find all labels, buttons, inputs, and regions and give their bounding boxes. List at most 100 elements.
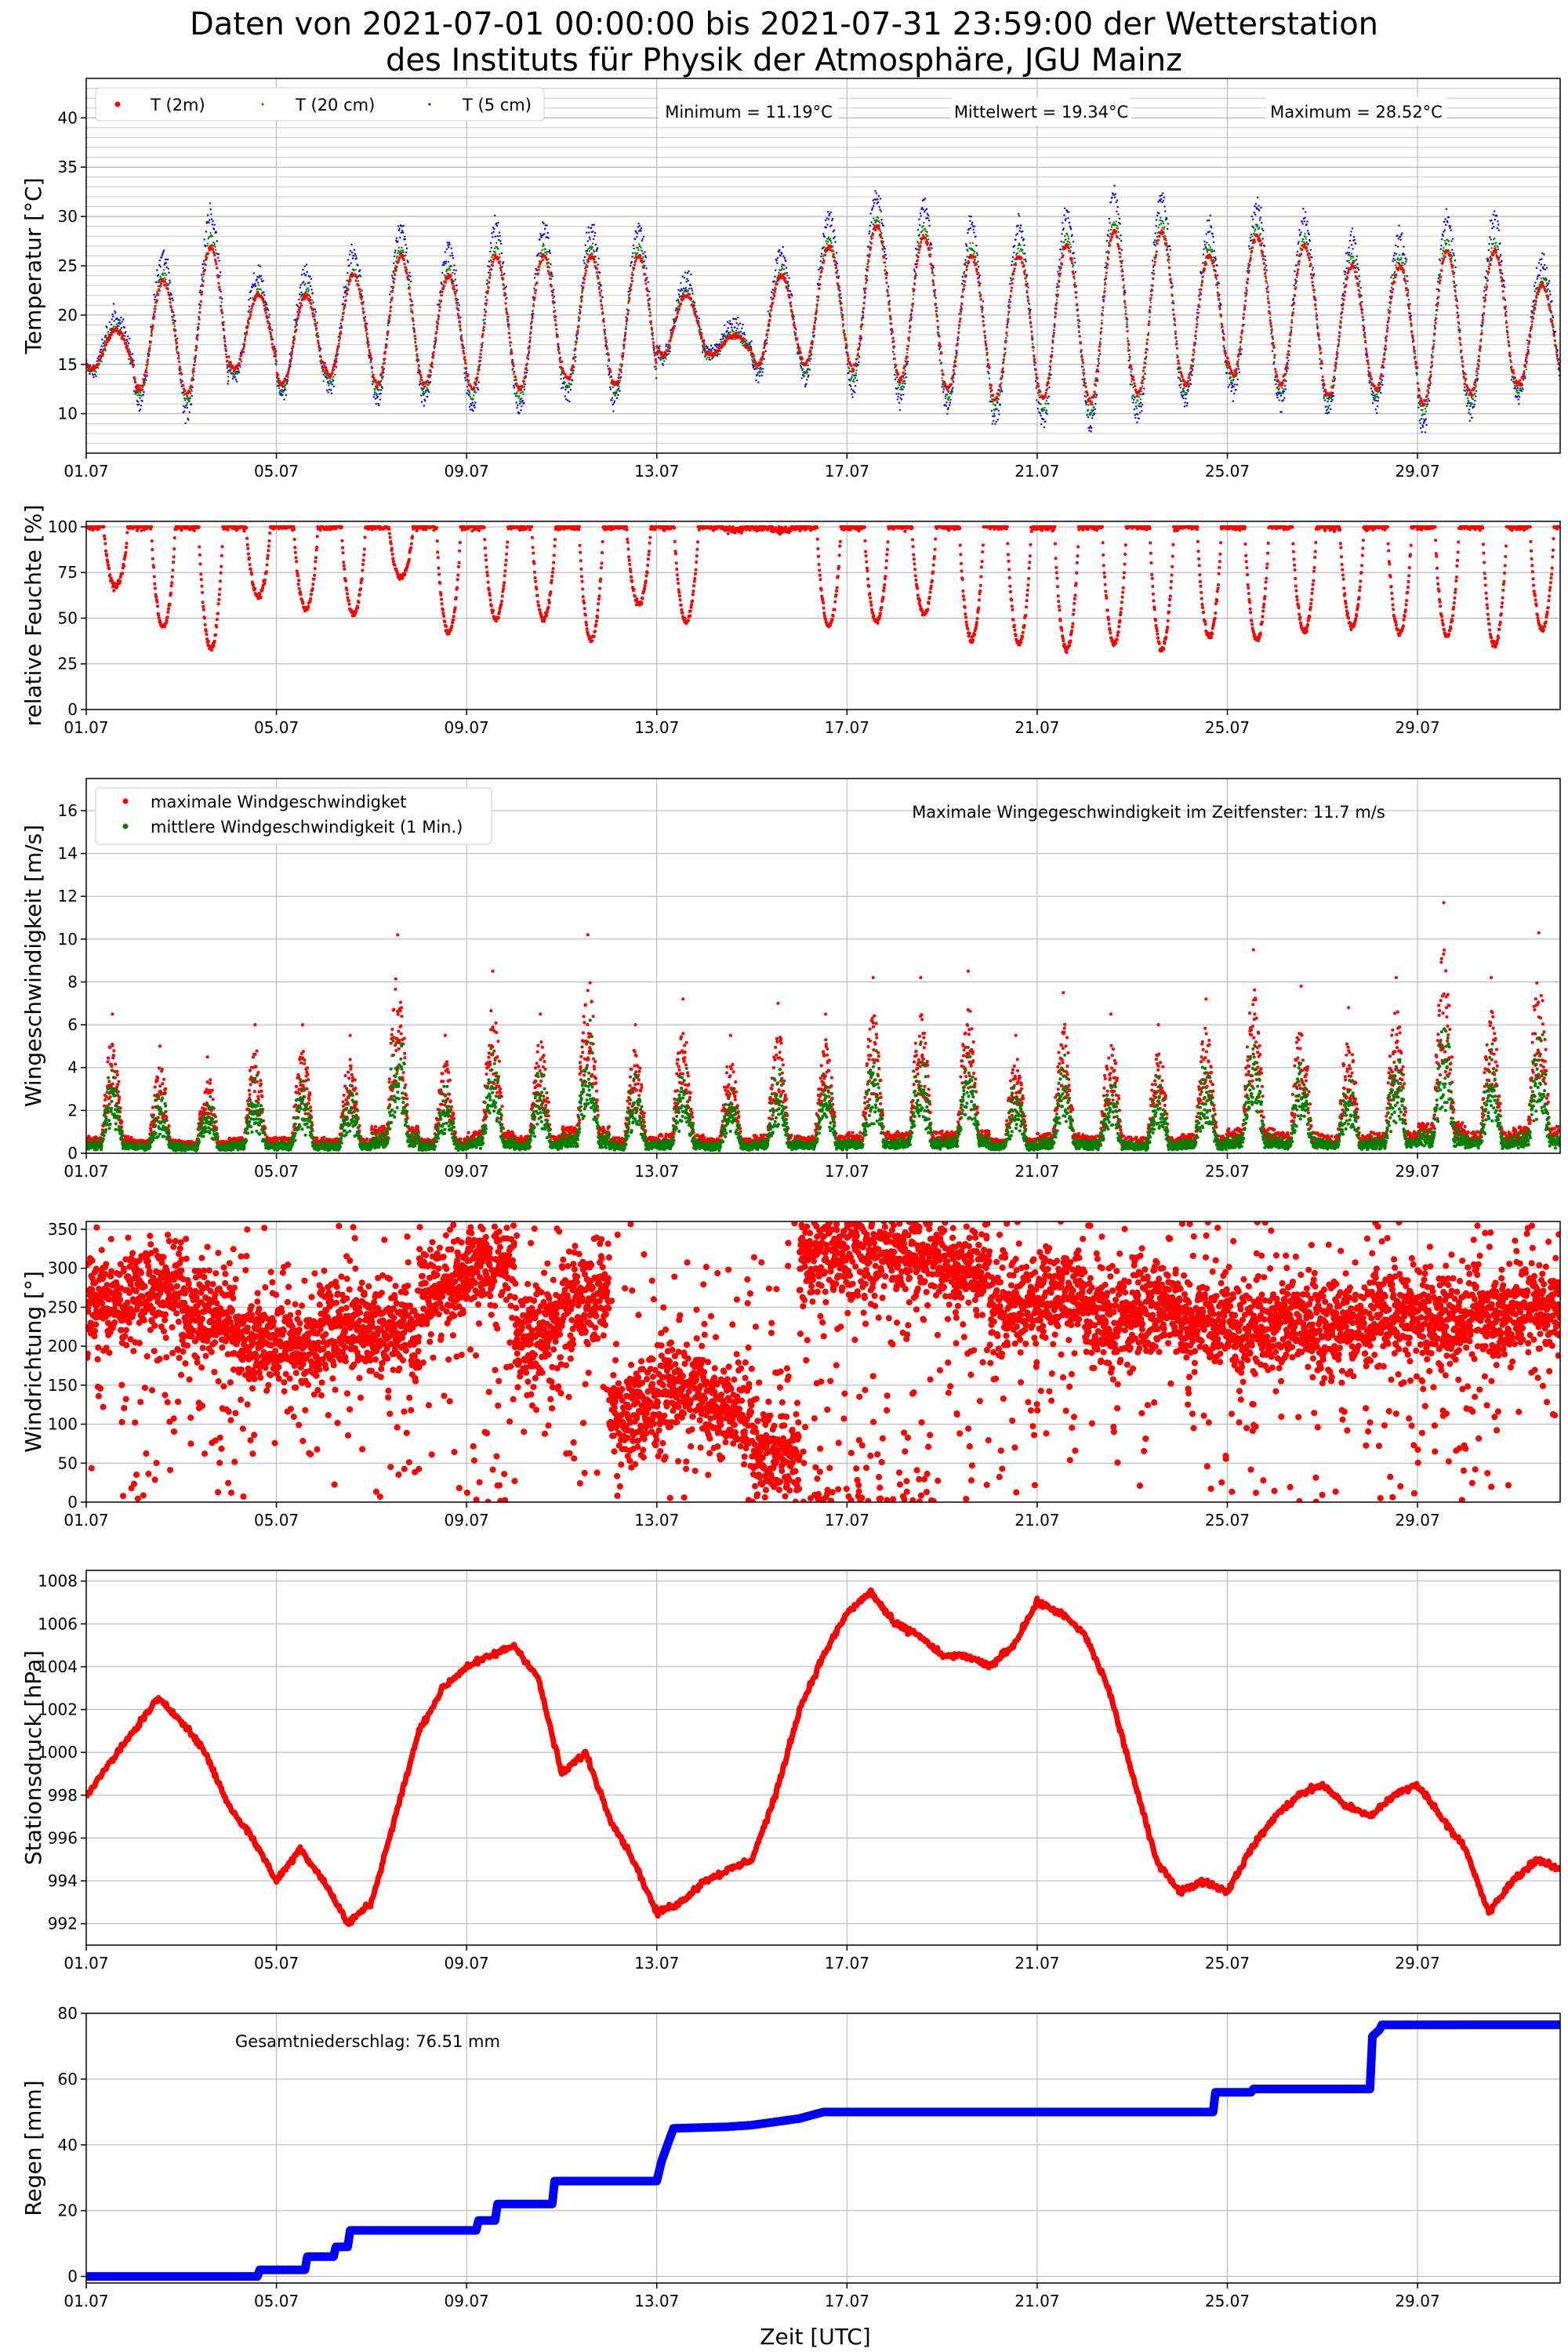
y-tick-label: 0 xyxy=(67,1493,78,1512)
pressure-panel: 992 994 996 998 1000 1002 1004 1006 1008 01.07 05.… xyxy=(20,1570,1561,1973)
legend-marker xyxy=(428,103,431,106)
x-tick-label: 25.07 xyxy=(1205,718,1250,737)
y-axis-label: relative Feuchte [%] xyxy=(20,505,46,727)
y-tick-label: 1006 xyxy=(38,1614,78,1633)
x-tick-label: 13.07 xyxy=(634,462,679,481)
x-tick-label: 13.07 xyxy=(634,1511,679,1530)
humidity-series xyxy=(86,525,1560,655)
rain-cumulative-series xyxy=(86,2020,1560,2281)
y-tick-label: 0 xyxy=(67,700,78,719)
y-tick-label: 2 xyxy=(67,1101,78,1120)
x-tick-label: 17.07 xyxy=(825,1954,869,1973)
y-tick-label: 250 xyxy=(48,1298,78,1316)
legend-marker xyxy=(114,101,121,107)
wind-legend: maximale Windgeschwindigket mittlere Wind… xyxy=(95,787,492,845)
y-tick-label: 16 xyxy=(58,801,78,820)
x-tick-label: 25.07 xyxy=(1205,462,1250,481)
t5cm-series xyxy=(86,184,1560,434)
x-tick-label: 21.07 xyxy=(1014,1954,1059,1973)
y-axis-label: Windrichtung [°] xyxy=(20,1271,46,1453)
figure-title-line-1: Daten von 2021-07-01 00:00:00 bis 2021-0… xyxy=(190,6,1378,42)
y-tick-label: 40 xyxy=(58,2136,78,2154)
x-axis-label: Zeit [UTC] xyxy=(760,2324,870,2350)
y-tick-label: 300 xyxy=(48,1259,78,1278)
x-tick-label: 17.07 xyxy=(825,1511,869,1530)
x-tick-label: 09.07 xyxy=(445,1511,489,1530)
y-tick-label: 100 xyxy=(48,1415,78,1434)
y-tick-label: 1008 xyxy=(38,1572,78,1591)
y-tick-label: 998 xyxy=(48,1786,78,1805)
x-tick-label: 01.07 xyxy=(64,1162,108,1181)
x-tick-label: 17.07 xyxy=(825,462,869,481)
x-tick-label: 29.07 xyxy=(1395,2292,1439,2310)
y-tick-label: 12 xyxy=(58,887,78,906)
y-tick-label: 6 xyxy=(67,1015,78,1034)
annotation-box xyxy=(659,97,839,125)
x-tick-label: 05.07 xyxy=(254,1954,299,1973)
legend-marker xyxy=(122,798,129,804)
t2m-series xyxy=(86,224,1560,407)
plot-frame xyxy=(85,1570,1561,1946)
x-tick-label: 05.07 xyxy=(254,718,299,737)
y-tick-label: 150 xyxy=(48,1376,78,1395)
annotation-box xyxy=(1266,97,1446,125)
plot-area xyxy=(86,901,1560,1152)
x-tick-label: 05.07 xyxy=(254,1162,299,1181)
stat-mean: Mittelwert = 19.34°C xyxy=(954,103,1128,122)
y-tick-label: 8 xyxy=(67,972,78,991)
y-tick-label: 10 xyxy=(58,405,78,423)
x-tick-label: 25.07 xyxy=(1205,1162,1250,1181)
plot-frame xyxy=(85,521,1561,710)
x-tick-label: 17.07 xyxy=(825,2292,869,2310)
total-rain-annotation: Gesamtniederschlag: 76.51 mm xyxy=(235,2032,500,2051)
y-tick-label: 1002 xyxy=(38,1700,78,1719)
x-tick-label: 21.07 xyxy=(1014,462,1059,481)
x-tick-label: 09.07 xyxy=(445,2292,489,2310)
wind-direction-panel: 0 50 100 150 200 250 300 350 01.07 05.07 09.07 13.0… xyxy=(20,1220,1561,1530)
plot-area xyxy=(86,2020,1560,2281)
legend-marker xyxy=(261,103,264,106)
y-tick-label: 10 xyxy=(58,930,78,949)
legend-marker xyxy=(122,823,129,829)
annotation-box xyxy=(951,97,1131,125)
max-gust-annotation: Maximale Wingegeschwindigkeit im Zeitfen… xyxy=(912,803,1385,822)
legend-entry: T (5 cm) xyxy=(462,96,532,114)
y-tick-label: 0 xyxy=(67,2267,78,2286)
y-tick-label: 200 xyxy=(48,1337,78,1356)
y-tick-label: 15 xyxy=(58,355,78,374)
x-tick-label: 09.07 xyxy=(445,1162,489,1181)
y-tick-label: 80 xyxy=(58,2004,78,2023)
y-tick-label: 996 xyxy=(48,1828,78,1847)
x-tick-label: 29.07 xyxy=(1395,1511,1439,1530)
x-tick-label: 17.07 xyxy=(825,1162,869,1181)
y-tick-label: 1004 xyxy=(38,1657,78,1676)
y-axis-label: Wingeschwindigkeit [m/s] xyxy=(20,825,46,1107)
stat-minimum: Minimum = 11.19°C xyxy=(665,103,833,122)
y-tick-label: 60 xyxy=(58,2070,78,2089)
y-tick-label: 992 xyxy=(48,1915,78,1933)
x-tick-label: 05.07 xyxy=(254,462,299,481)
x-tick-label: 09.07 xyxy=(445,718,489,737)
legend-entry: T (20 cm) xyxy=(295,96,375,114)
y-tick-label: 20 xyxy=(58,306,78,325)
legend-entry: maximale Windgeschwindigket xyxy=(151,793,407,811)
stat-maximum: Maximum = 28.52°C xyxy=(1270,103,1443,122)
x-tick-label: 21.07 xyxy=(1014,718,1059,737)
humidity-panel: 0 25 50 75 100 01.07 05.07 09.07 13.07 17.07 21.07… xyxy=(20,505,1561,737)
x-tick-label: 01.07 xyxy=(64,1954,108,1973)
plot-frame xyxy=(85,1221,1561,1503)
pressure-series xyxy=(86,1587,1560,1927)
legend-box xyxy=(95,87,545,122)
y-tick-label: 350 xyxy=(48,1220,78,1239)
x-tick-label: 29.07 xyxy=(1395,718,1439,737)
y-tick-label: 994 xyxy=(48,1871,78,1890)
plot-frame xyxy=(85,2013,1561,2284)
y-tick-label: 25 xyxy=(58,256,78,275)
y-axis-label: Stationsdruck [hPa] xyxy=(20,1650,46,1865)
rain-panel: 0 20 40 60 80 01.07 05.07 09.07 13.07 17.07 21.07 2… xyxy=(20,2004,1561,2310)
x-tick-label: 13.07 xyxy=(634,1162,679,1181)
x-tick-label: 17.07 xyxy=(825,718,869,737)
y-tick-label: 14 xyxy=(58,844,78,863)
temperature-legend: T (2m) T (20 cm) T (5 cm) xyxy=(95,87,545,122)
